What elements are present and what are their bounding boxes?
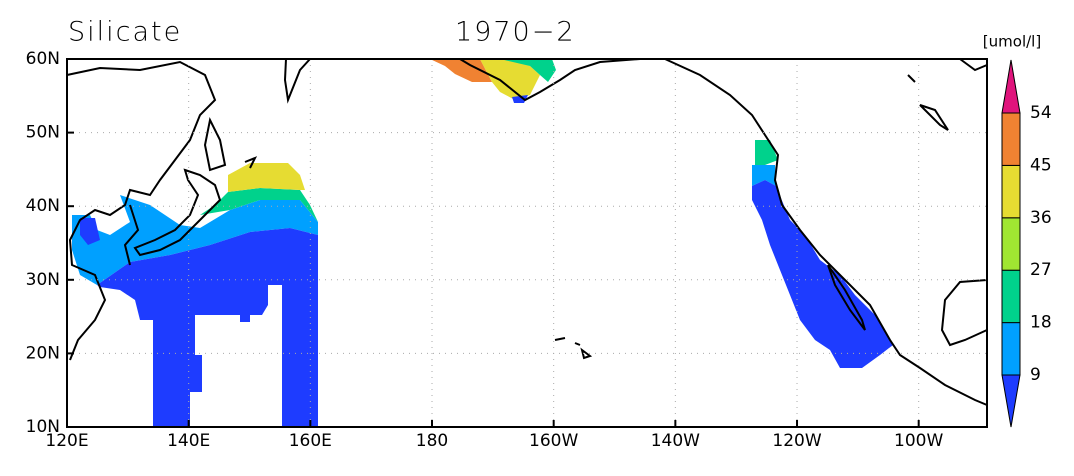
colorbar-label: 36	[1030, 208, 1052, 228]
colorbar-box	[1001, 112, 1021, 166]
lon-label: 100W	[894, 431, 943, 451]
coastline	[907, 74, 949, 131]
field-region	[755, 140, 778, 165]
lat-label: 20N	[26, 343, 60, 363]
map-frame	[66, 58, 988, 428]
colorbar-label: 9	[1030, 365, 1041, 385]
lat-label: 40N	[26, 196, 60, 216]
colorbar-box	[1001, 322, 1021, 376]
title: Silicate	[68, 17, 182, 48]
colorbar-box	[1001, 164, 1021, 219]
lon-label: 140W	[651, 431, 700, 451]
coastline	[244, 156, 258, 169]
coastlines	[66, 58, 988, 406]
unit: [umol/l]	[983, 33, 1041, 51]
colorbar-label: 18	[1030, 313, 1052, 333]
colorbar-box	[1001, 269, 1021, 324]
lon-label: 160E	[289, 431, 332, 451]
lat-label: 10N	[26, 417, 60, 437]
field-region	[480, 59, 540, 100]
field-region	[228, 163, 305, 192]
colorbar: 9 18 27 36 45 54	[1001, 59, 1052, 428]
lon-label: 140E	[167, 431, 210, 451]
coastline	[133, 168, 222, 257]
colorbar-arrow	[1001, 374, 1021, 428]
colorbar-label: 54	[1030, 103, 1052, 123]
lat-label: 60N	[26, 49, 60, 69]
lat-label: 30N	[26, 270, 60, 290]
field-region	[752, 165, 776, 186]
colorbar-box	[1001, 217, 1021, 271]
lon-label: 180	[416, 431, 448, 451]
coastline	[554, 337, 593, 360]
coastline	[123, 204, 140, 266]
coastline	[664, 58, 988, 406]
colorbar-label: 27	[1030, 260, 1052, 280]
field-region	[430, 59, 492, 82]
lat-label: 50N	[26, 123, 60, 143]
field-region	[97, 228, 318, 427]
silicate-field	[72, 59, 893, 427]
colorbar-label: 45	[1030, 155, 1052, 175]
field-region	[80, 218, 100, 245]
period: 1970−2	[455, 17, 576, 48]
coastline	[66, 60, 217, 361]
field-region	[752, 180, 893, 368]
field-region	[500, 59, 556, 82]
field-region	[200, 188, 318, 222]
coastline	[959, 58, 988, 72]
lon-label: 120E	[45, 431, 88, 451]
field-region	[512, 95, 528, 103]
coastline	[940, 279, 988, 347]
lon-label: 160W	[529, 431, 578, 451]
lon-label: 120W	[772, 431, 821, 451]
coastline	[203, 116, 227, 172]
coastline	[459, 58, 641, 102]
coastline	[827, 264, 866, 331]
colorbar-arrow	[1001, 59, 1021, 114]
coastline	[283, 58, 311, 104]
